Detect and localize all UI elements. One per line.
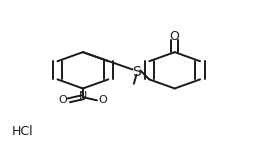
Text: O: O (169, 30, 179, 43)
Text: S: S (132, 65, 140, 79)
Text: HCl: HCl (12, 125, 34, 138)
Text: O: O (59, 95, 67, 105)
Text: O: O (98, 95, 106, 105)
Text: N: N (78, 91, 87, 101)
